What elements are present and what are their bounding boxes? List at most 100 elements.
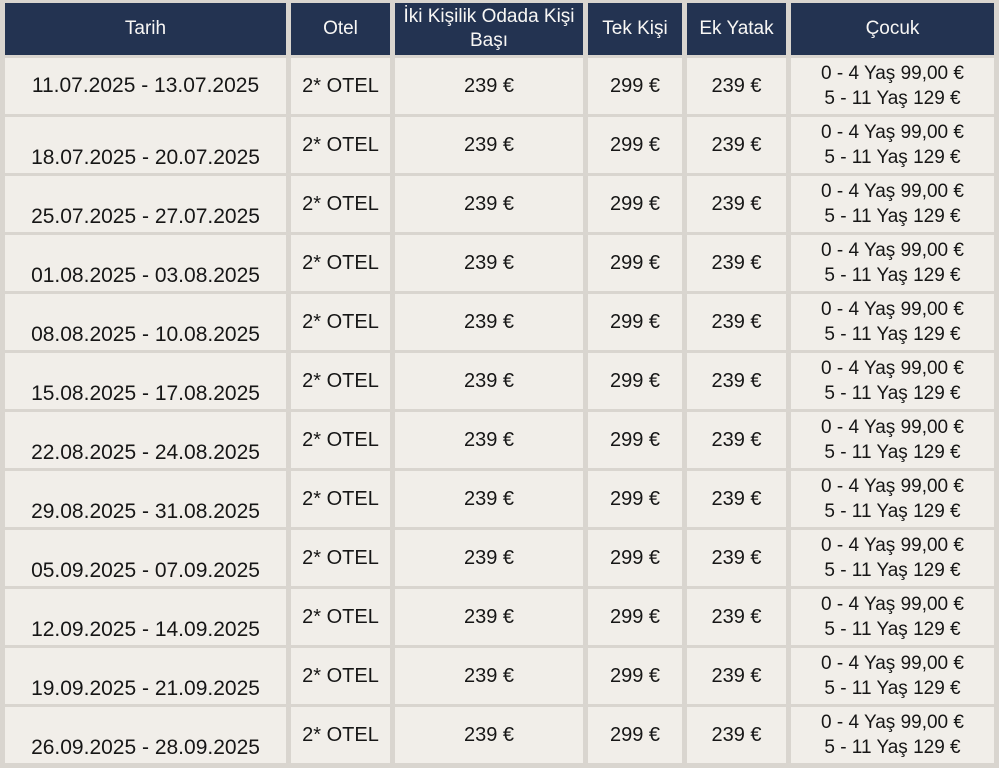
cell-extra-bed-price: 239 € <box>687 589 786 645</box>
table-row: 12.09.2025 - 14.09.2025 2* OTEL 239 € 29… <box>5 589 994 645</box>
price-table-body: 11.07.2025 - 13.07.2025 2* OTEL 239 € 29… <box>5 58 994 763</box>
cell-extra-bed-price: 239 € <box>687 235 786 291</box>
cell-hotel: 2* OTEL <box>291 235 390 291</box>
child-price-line-5-11: 5 - 11 Yaş 129 € <box>824 501 961 522</box>
cell-double-room-per-person-price: 239 € <box>395 294 583 350</box>
table-row: 01.08.2025 - 03.08.2025 2* OTEL 239 € 29… <box>5 235 994 291</box>
table-row: 22.08.2025 - 24.08.2025 2* OTEL 239 € 29… <box>5 412 994 468</box>
table-row: 19.09.2025 - 21.09.2025 2* OTEL 239 € 29… <box>5 648 994 704</box>
table-row: 11.07.2025 - 13.07.2025 2* OTEL 239 € 29… <box>5 58 994 114</box>
cell-single-price: 299 € <box>588 58 682 114</box>
cell-date-range: 08.08.2025 - 10.08.2025 <box>5 294 286 350</box>
cell-extra-bed-price: 239 € <box>687 648 786 704</box>
child-price-line-0-4: 0 - 4 Yaş 99,00 € <box>821 417 964 438</box>
cell-hotel: 2* OTEL <box>291 353 390 409</box>
column-header-tarih: Tarih <box>5 3 286 55</box>
child-price-line-0-4: 0 - 4 Yaş 99,00 € <box>821 63 964 84</box>
table-row: 18.07.2025 - 20.07.2025 2* OTEL 239 € 29… <box>5 117 994 173</box>
child-price-line-5-11: 5 - 11 Yaş 129 € <box>824 265 961 286</box>
cell-child-prices: 0 - 4 Yaş 99,00 € 5 - 11 Yaş 129 € <box>791 176 994 232</box>
cell-double-room-per-person-price: 239 € <box>395 117 583 173</box>
cell-single-price: 299 € <box>588 471 682 527</box>
cell-child-prices: 0 - 4 Yaş 99,00 € 5 - 11 Yaş 129 € <box>791 58 994 114</box>
cell-single-price: 299 € <box>588 530 682 586</box>
cell-date-range: 01.08.2025 - 03.08.2025 <box>5 235 286 291</box>
table-row: 08.08.2025 - 10.08.2025 2* OTEL 239 € 29… <box>5 294 994 350</box>
cell-extra-bed-price: 239 € <box>687 117 786 173</box>
cell-extra-bed-price: 239 € <box>687 707 786 763</box>
child-price-line-0-4: 0 - 4 Yaş 99,00 € <box>821 535 964 556</box>
cell-double-room-per-person-price: 239 € <box>395 471 583 527</box>
cell-child-prices: 0 - 4 Yaş 99,00 € 5 - 11 Yaş 129 € <box>791 353 994 409</box>
cell-single-price: 299 € <box>588 707 682 763</box>
column-header-cocuk: Çocuk <box>791 3 994 55</box>
cell-date-range: 19.09.2025 - 21.09.2025 <box>5 648 286 704</box>
cell-double-room-per-person-price: 239 € <box>395 530 583 586</box>
cell-date-range: 22.08.2025 - 24.08.2025 <box>5 412 286 468</box>
cell-child-prices: 0 - 4 Yaş 99,00 € 5 - 11 Yaş 129 € <box>791 117 994 173</box>
child-price-line-5-11: 5 - 11 Yaş 129 € <box>824 206 961 227</box>
cell-child-prices: 0 - 4 Yaş 99,00 € 5 - 11 Yaş 129 € <box>791 589 994 645</box>
table-row: 05.09.2025 - 07.09.2025 2* OTEL 239 € 29… <box>5 530 994 586</box>
cell-hotel: 2* OTEL <box>291 530 390 586</box>
cell-single-price: 299 € <box>588 294 682 350</box>
cell-double-room-per-person-price: 239 € <box>395 648 583 704</box>
child-price-line-5-11: 5 - 11 Yaş 129 € <box>824 383 961 404</box>
cell-child-prices: 0 - 4 Yaş 99,00 € 5 - 11 Yaş 129 € <box>791 471 994 527</box>
child-price-line-0-4: 0 - 4 Yaş 99,00 € <box>821 476 964 497</box>
cell-hotel: 2* OTEL <box>291 648 390 704</box>
price-table-header: Tarih Otel İki Kişilik Odada Kişi Başı T… <box>5 3 994 55</box>
cell-single-price: 299 € <box>588 589 682 645</box>
cell-date-range: 15.08.2025 - 17.08.2025 <box>5 353 286 409</box>
cell-extra-bed-price: 239 € <box>687 471 786 527</box>
cell-hotel: 2* OTEL <box>291 412 390 468</box>
cell-extra-bed-price: 239 € <box>687 412 786 468</box>
cell-extra-bed-price: 239 € <box>687 353 786 409</box>
column-header-iki-kisilik: İki Kişilik Odada Kişi Başı <box>395 3 583 55</box>
header-row: Tarih Otel İki Kişilik Odada Kişi Başı T… <box>5 3 994 55</box>
cell-hotel: 2* OTEL <box>291 589 390 645</box>
cell-date-range: 26.09.2025 - 28.09.2025 <box>5 707 286 763</box>
cell-date-range: 29.08.2025 - 31.08.2025 <box>5 471 286 527</box>
child-price-line-0-4: 0 - 4 Yaş 99,00 € <box>821 240 964 261</box>
cell-hotel: 2* OTEL <box>291 471 390 527</box>
cell-child-prices: 0 - 4 Yaş 99,00 € 5 - 11 Yaş 129 € <box>791 294 994 350</box>
child-price-line-0-4: 0 - 4 Yaş 99,00 € <box>821 712 964 733</box>
cell-hotel: 2* OTEL <box>291 294 390 350</box>
child-price-line-5-11: 5 - 11 Yaş 129 € <box>824 619 961 640</box>
cell-single-price: 299 € <box>588 117 682 173</box>
cell-extra-bed-price: 239 € <box>687 530 786 586</box>
cell-single-price: 299 € <box>588 648 682 704</box>
cell-child-prices: 0 - 4 Yaş 99,00 € 5 - 11 Yaş 129 € <box>791 648 994 704</box>
cell-date-range: 18.07.2025 - 20.07.2025 <box>5 117 286 173</box>
cell-hotel: 2* OTEL <box>291 176 390 232</box>
cell-double-room-per-person-price: 239 € <box>395 589 583 645</box>
column-header-tek-kisi: Tek Kişi <box>588 3 682 55</box>
cell-single-price: 299 € <box>588 235 682 291</box>
cell-hotel: 2* OTEL <box>291 117 390 173</box>
child-price-line-5-11: 5 - 11 Yaş 129 € <box>824 147 961 168</box>
child-price-line-5-11: 5 - 11 Yaş 129 € <box>824 324 961 345</box>
child-price-line-0-4: 0 - 4 Yaş 99,00 € <box>821 122 964 143</box>
cell-single-price: 299 € <box>588 412 682 468</box>
cell-child-prices: 0 - 4 Yaş 99,00 € 5 - 11 Yaş 129 € <box>791 235 994 291</box>
child-price-line-5-11: 5 - 11 Yaş 129 € <box>824 737 961 758</box>
cell-double-room-per-person-price: 239 € <box>395 353 583 409</box>
cell-extra-bed-price: 239 € <box>687 58 786 114</box>
cell-single-price: 299 € <box>588 176 682 232</box>
column-header-otel: Otel <box>291 3 390 55</box>
cell-double-room-per-person-price: 239 € <box>395 412 583 468</box>
cell-hotel: 2* OTEL <box>291 707 390 763</box>
column-header-ek-yatak: Ek Yatak <box>687 3 786 55</box>
child-price-line-0-4: 0 - 4 Yaş 99,00 € <box>821 358 964 379</box>
cell-single-price: 299 € <box>588 353 682 409</box>
child-price-line-5-11: 5 - 11 Yaş 129 € <box>824 442 961 463</box>
cell-child-prices: 0 - 4 Yaş 99,00 € 5 - 11 Yaş 129 € <box>791 707 994 763</box>
cell-double-room-per-person-price: 239 € <box>395 707 583 763</box>
cell-double-room-per-person-price: 239 € <box>395 176 583 232</box>
cell-date-range: 05.09.2025 - 07.09.2025 <box>5 530 286 586</box>
child-price-line-0-4: 0 - 4 Yaş 99,00 € <box>821 181 964 202</box>
child-price-line-0-4: 0 - 4 Yaş 99,00 € <box>821 594 964 615</box>
cell-date-range: 12.09.2025 - 14.09.2025 <box>5 589 286 645</box>
